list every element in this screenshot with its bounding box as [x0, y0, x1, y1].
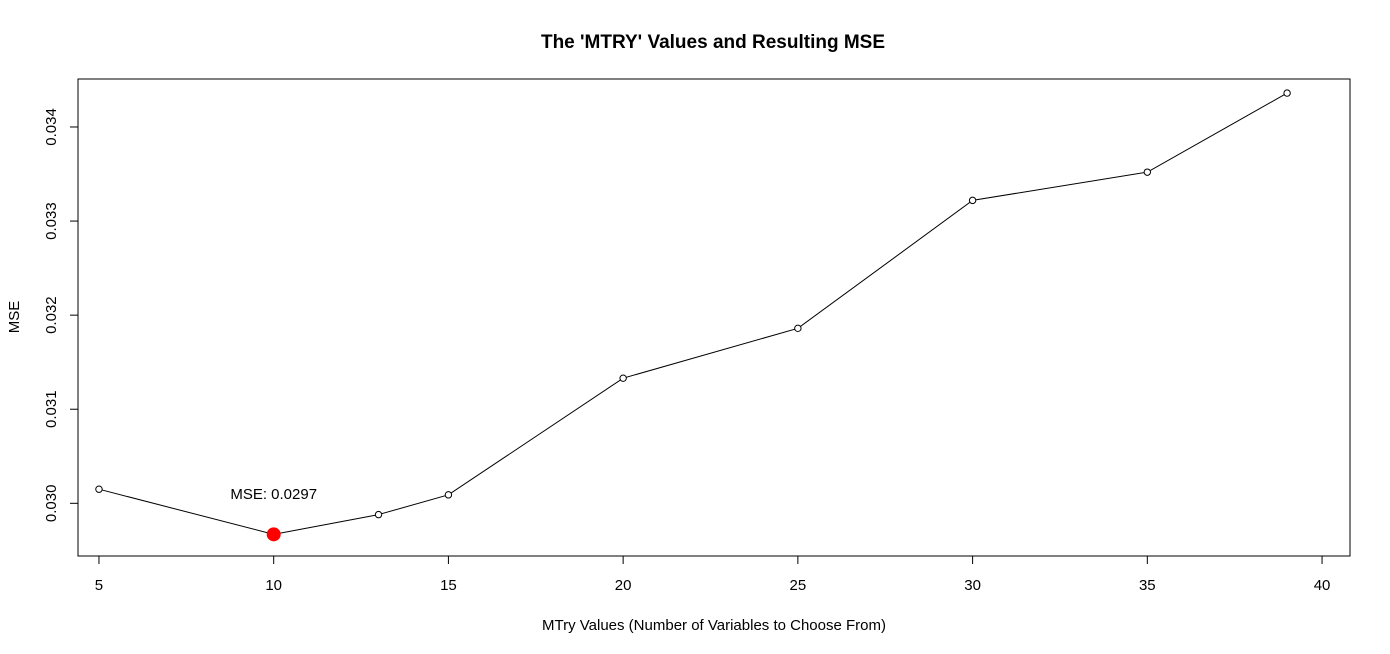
x-axis: 5 10 15 20 25 30 35 40 [95, 556, 1331, 594]
x-tick-label: 25 [790, 577, 807, 594]
data-point [968, 196, 977, 205]
plot-area-frame [77, 78, 1351, 557]
data-point [444, 491, 453, 499]
x-tick-label: 40 [1314, 577, 1331, 594]
x-tick-label: 35 [1139, 577, 1156, 594]
x-tick-label: 15 [440, 577, 457, 594]
chart-title: The 'MTRY' Values and Resulting MSE [541, 32, 885, 53]
data-point [95, 485, 103, 493]
y-tick-label: 0.033 [43, 202, 60, 240]
y-axis: 0.030 0.031 0.032 0.033 0.034 [43, 108, 78, 522]
data-point [794, 324, 802, 333]
data-points [95, 89, 1291, 542]
y-tick-label: 0.034 [43, 108, 60, 146]
x-tick-label: 10 [265, 577, 282, 594]
y-tick-label: 0.032 [43, 296, 60, 334]
y-tick-label: 0.031 [43, 390, 60, 428]
x-tick-label: 20 [615, 577, 632, 594]
min-mse-annotation: MSE: 0.0297 [230, 486, 317, 503]
y-axis-label: MSE [6, 301, 23, 334]
data-point [1283, 89, 1291, 97]
min-mse-point [266, 527, 281, 542]
x-tick-label: 30 [964, 577, 981, 594]
y-tick-label: 0.030 [43, 485, 60, 523]
data-point [1143, 168, 1152, 176]
x-axis-label: MTry Values (Number of Variables to Choo… [542, 617, 886, 634]
series-line [98, 92, 1288, 535]
x-tick-label: 5 [95, 577, 103, 594]
data-point [619, 374, 627, 382]
data-point [374, 510, 383, 519]
